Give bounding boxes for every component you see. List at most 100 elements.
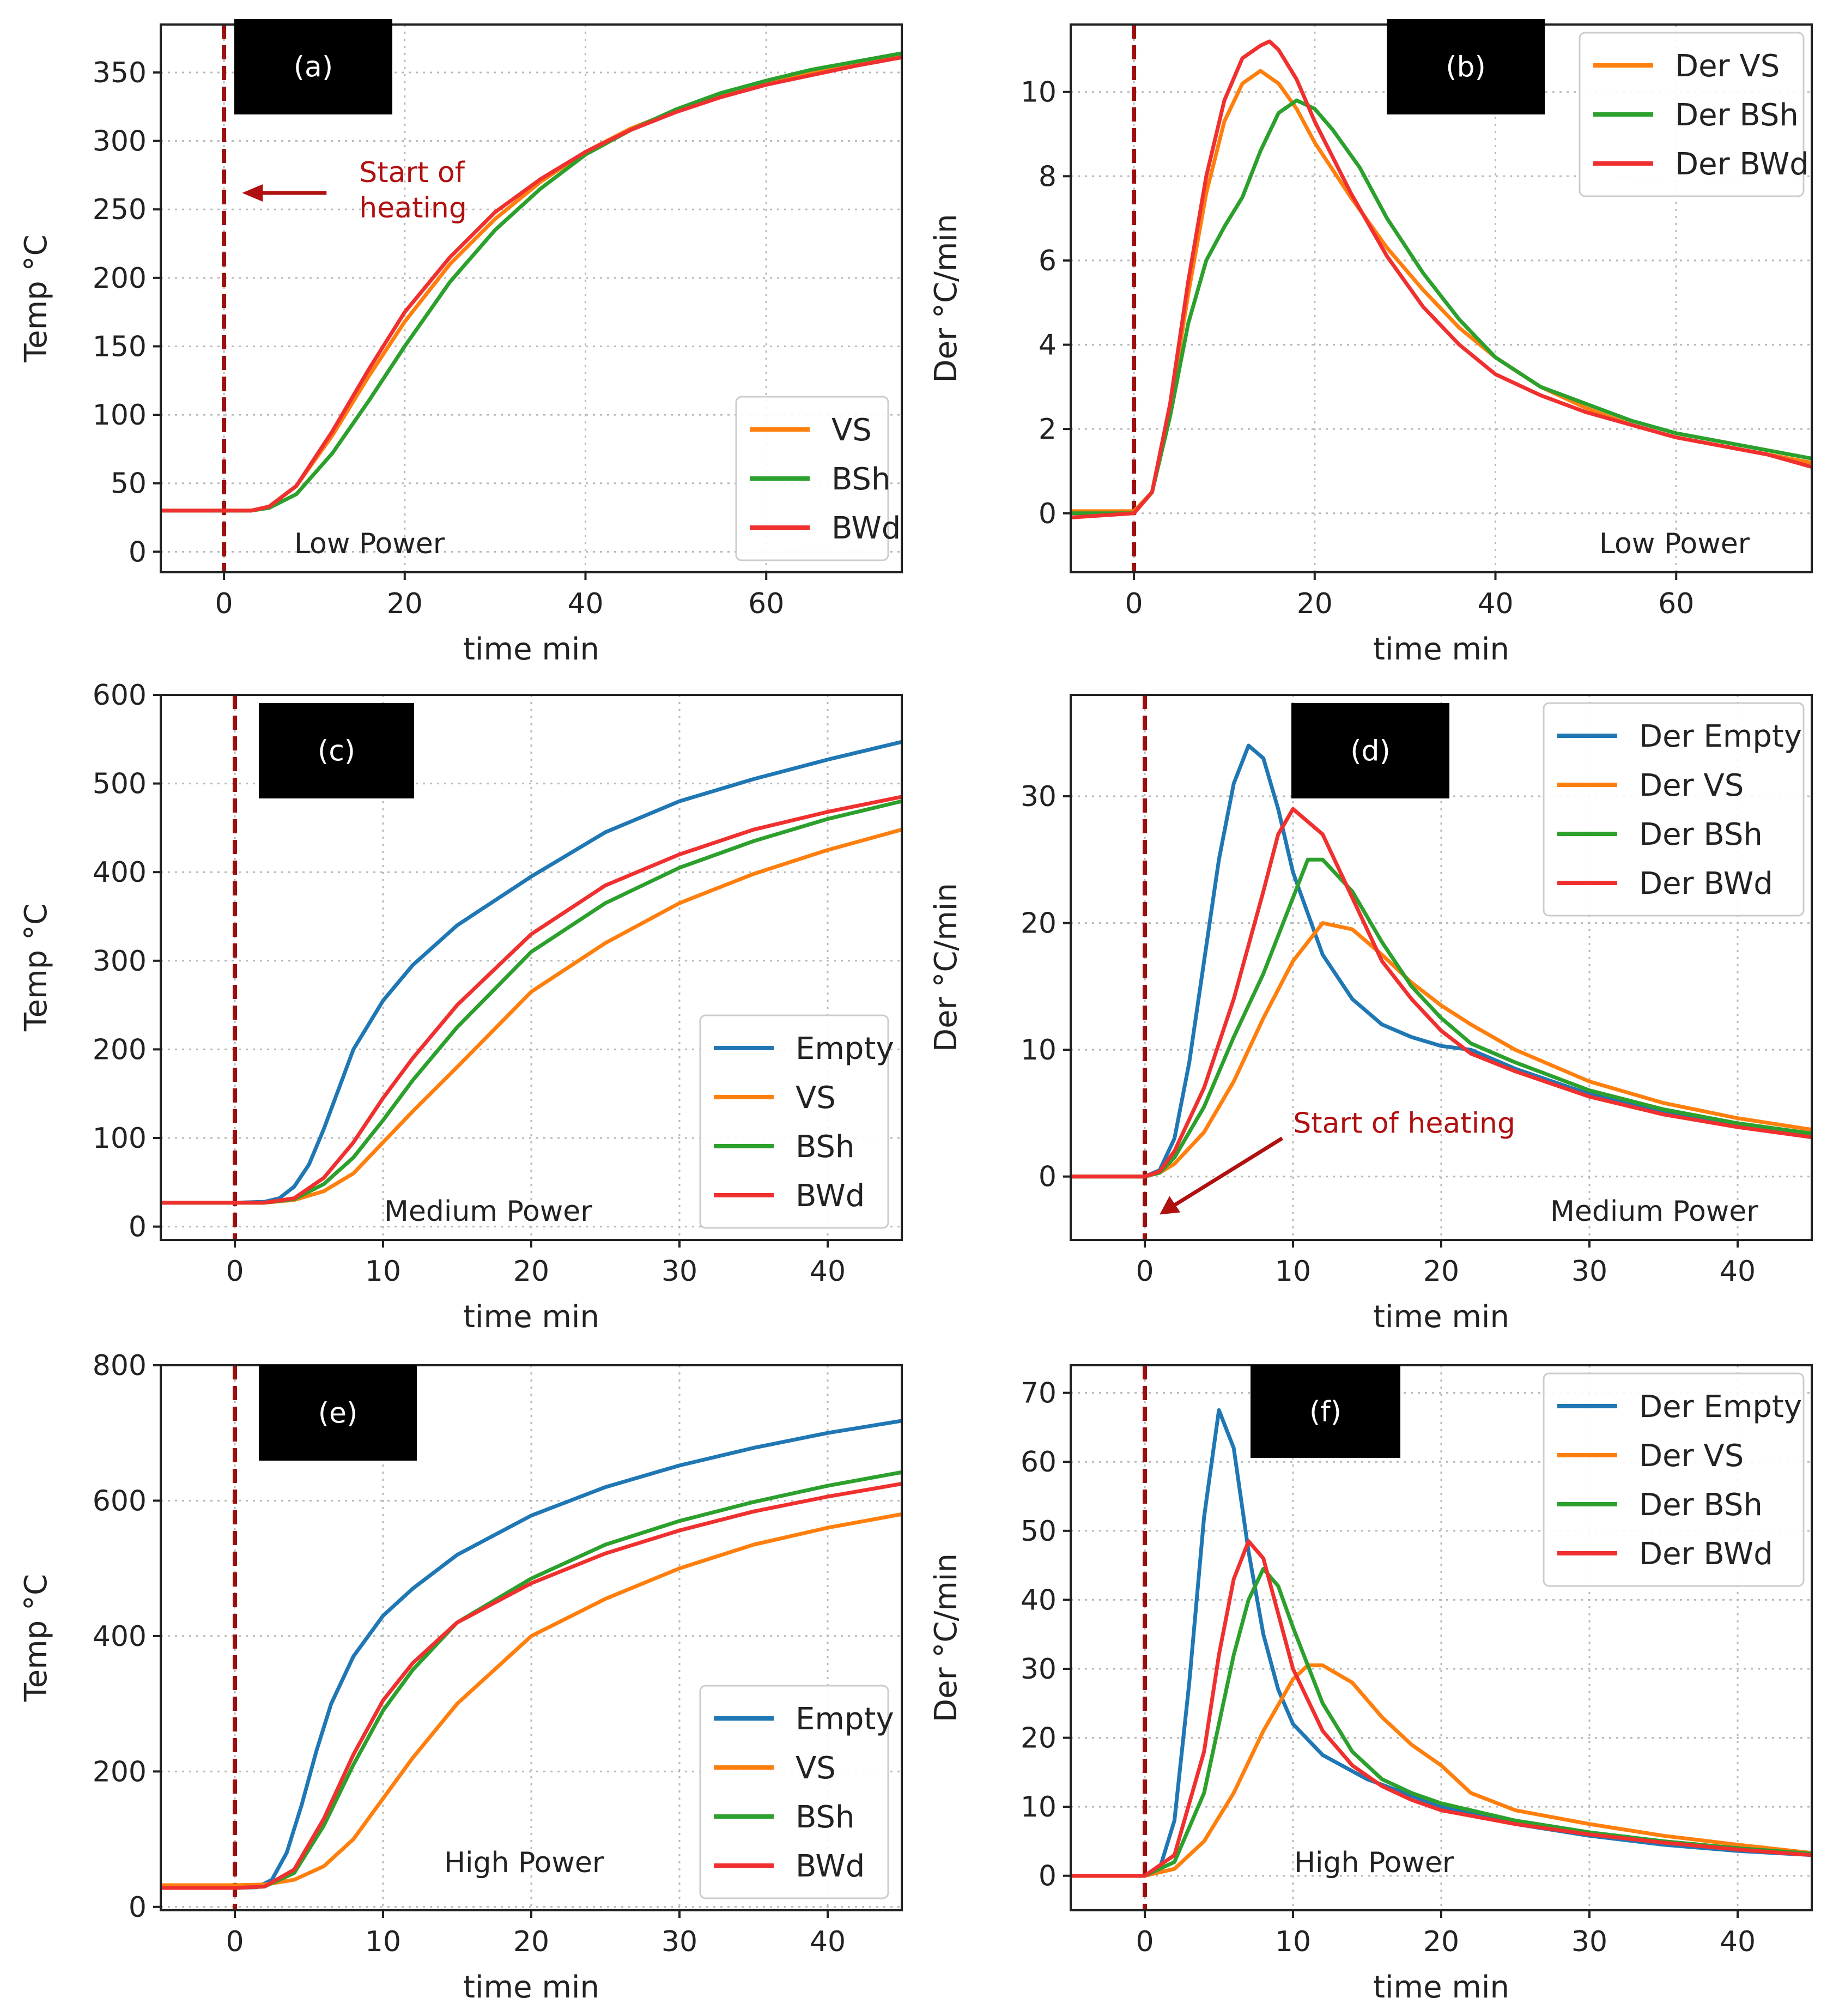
panel-tag-label: (e) bbox=[318, 1397, 358, 1430]
y-tick-label: 0 bbox=[1039, 1860, 1057, 1893]
x-tick-label: 40 bbox=[810, 1255, 846, 1288]
y-axis-label: Der °C/min bbox=[928, 883, 964, 1052]
panel-f: 0 10 20 30 40 0 10 20 30 40 50 60 70 time min Der °C/m… bbox=[928, 1364, 1813, 2005]
power-label: Medium Power bbox=[1550, 1195, 1758, 1228]
y-tick-label: 350 bbox=[93, 57, 147, 89]
series-line-bwd bbox=[161, 795, 902, 1205]
y-tick-label: 0 bbox=[129, 1211, 147, 1244]
start-heating-annotation: Start of heating bbox=[1160, 1107, 1515, 1215]
panel-tag-box bbox=[234, 19, 392, 114]
x-tick-label: 20 bbox=[513, 1255, 549, 1288]
y-tick-label: 100 bbox=[93, 399, 147, 432]
y-tick-label: 70 bbox=[1021, 1377, 1057, 1410]
panel-tag-box bbox=[1251, 1365, 1400, 1458]
legend-label-bwd: Der BWd bbox=[1675, 147, 1809, 182]
x-tick-label: 0 bbox=[1136, 1926, 1154, 1958]
x-tick-label: 10 bbox=[365, 1255, 401, 1288]
series-line-empty bbox=[1071, 743, 1812, 1179]
x-tick-label: 10 bbox=[365, 1926, 401, 1958]
series-line-bwd bbox=[161, 1481, 902, 1890]
x-tick-label: 0 bbox=[1125, 588, 1143, 620]
power-label: Medium Power bbox=[384, 1195, 592, 1228]
series-line-vs bbox=[1071, 1663, 1812, 1878]
panel-tag-box bbox=[1387, 19, 1545, 114]
y-tick-label: 20 bbox=[1021, 907, 1057, 940]
x-tick-label: 30 bbox=[661, 1255, 697, 1288]
y-tick-label: 10 bbox=[1021, 76, 1057, 109]
y-tick-label: 2 bbox=[1039, 413, 1057, 446]
x-tick-label: 20 bbox=[513, 1926, 549, 1958]
x-tick-label: 40 bbox=[567, 588, 603, 620]
y-tick-label: 10 bbox=[1021, 1034, 1057, 1067]
x-tick-label: 60 bbox=[748, 588, 784, 620]
series-line-bsh bbox=[1071, 1566, 1812, 1878]
panel-a: 0 20 40 60 0 50 100 150 200 250 300 350 time min Temp… bbox=[19, 19, 903, 667]
legend: Der Empty Der VS Der BSh Der BWd bbox=[1543, 1372, 1805, 1587]
y-tick-label: 30 bbox=[1021, 1653, 1057, 1686]
legend-label-empty: Der Empty bbox=[1639, 719, 1802, 754]
x-tick-label: 0 bbox=[226, 1255, 244, 1288]
y-axis-label: Temp °C bbox=[19, 904, 54, 1032]
legend-label-bsh: Der BSh bbox=[1639, 1487, 1763, 1523]
y-tick-label: 4 bbox=[1039, 329, 1057, 362]
annotation-arrowhead bbox=[1160, 1196, 1181, 1215]
series-line-bsh bbox=[1071, 98, 1812, 516]
y-tick-label: 30 bbox=[1021, 780, 1057, 813]
series-line-bsh bbox=[1071, 857, 1812, 1179]
legend-label-vs: VS bbox=[831, 413, 872, 448]
y-tick-label: 150 bbox=[93, 330, 147, 363]
y-tick-label: 8 bbox=[1039, 160, 1057, 193]
panel-tag-label: (f) bbox=[1309, 1396, 1342, 1428]
y-tick-label: 300 bbox=[93, 945, 147, 978]
series-line-empty bbox=[161, 740, 902, 1205]
panel-tag-label: (d) bbox=[1350, 735, 1391, 768]
y-axis-label: Der °C/min bbox=[928, 1553, 964, 1722]
x-tick-label: 0 bbox=[226, 1926, 244, 1958]
x-axis-label: time min bbox=[1373, 1970, 1509, 2005]
series-line-bwd bbox=[1071, 807, 1812, 1179]
y-tick-label: 10 bbox=[1021, 1791, 1057, 1824]
x-tick-label: 30 bbox=[1571, 1926, 1607, 1958]
legend-label-vs: VS bbox=[796, 1080, 836, 1116]
panel-tag-box bbox=[259, 1365, 417, 1461]
power-label: Low Power bbox=[294, 528, 445, 560]
x-tick-label: 40 bbox=[1477, 588, 1513, 620]
legend-label-bwd: BWd bbox=[796, 1178, 865, 1214]
panel-tag-label: (a) bbox=[294, 51, 333, 84]
legend-label-bsh: BSh bbox=[796, 1129, 854, 1165]
annotation-text-line: heating bbox=[359, 192, 467, 225]
panel-tag-label: (b) bbox=[1446, 51, 1486, 84]
x-tick-label: 40 bbox=[1720, 1926, 1756, 1958]
panel-d: 0 10 20 30 40 0 10 20 30 time min Der °C/min (d) Der… bbox=[928, 694, 1813, 1335]
x-tick-label: 20 bbox=[1423, 1255, 1459, 1288]
legend: Empty VS BSh BWd bbox=[699, 1685, 894, 1899]
power-label: High Power bbox=[444, 1847, 604, 1879]
x-tick-label: 20 bbox=[387, 588, 423, 620]
x-tick-label: 0 bbox=[1136, 1255, 1154, 1288]
x-tick-label: 10 bbox=[1275, 1255, 1311, 1288]
y-tick-label: 400 bbox=[93, 856, 147, 889]
y-axis-label: Temp °C bbox=[19, 234, 54, 362]
panel-tag-box bbox=[259, 703, 414, 798]
panel-tag-label: (c) bbox=[318, 735, 355, 768]
legend: VS BSh BWd bbox=[735, 396, 901, 561]
annotation-text-line: Start of heating bbox=[1293, 1107, 1515, 1140]
legend: Empty VS BSh BWd bbox=[699, 1014, 894, 1229]
y-tick-label: 0 bbox=[129, 1891, 147, 1924]
annotation-arrow bbox=[1170, 1136, 1284, 1209]
panel-b: 0 20 40 60 0 2 4 6 8 10 time min Der °C/min (b) Der V… bbox=[928, 19, 1813, 667]
x-axis-label: time min bbox=[463, 1970, 599, 2005]
x-tick-label: 30 bbox=[661, 1926, 697, 1958]
legend-box bbox=[699, 1685, 889, 1899]
series-line-empty bbox=[161, 1419, 902, 1890]
series-line-bwd bbox=[161, 55, 902, 513]
legend-label-bsh: Der BSh bbox=[1675, 98, 1799, 133]
x-tick-label: 20 bbox=[1423, 1926, 1459, 1958]
x-tick-label: 10 bbox=[1275, 1926, 1311, 1958]
legend: Der Empty Der VS Der BSh Der BWd bbox=[1543, 702, 1805, 917]
x-axis-label: time min bbox=[463, 632, 599, 667]
y-tick-label: 200 bbox=[93, 1755, 147, 1788]
legend-label-vs: VS bbox=[796, 1751, 836, 1786]
